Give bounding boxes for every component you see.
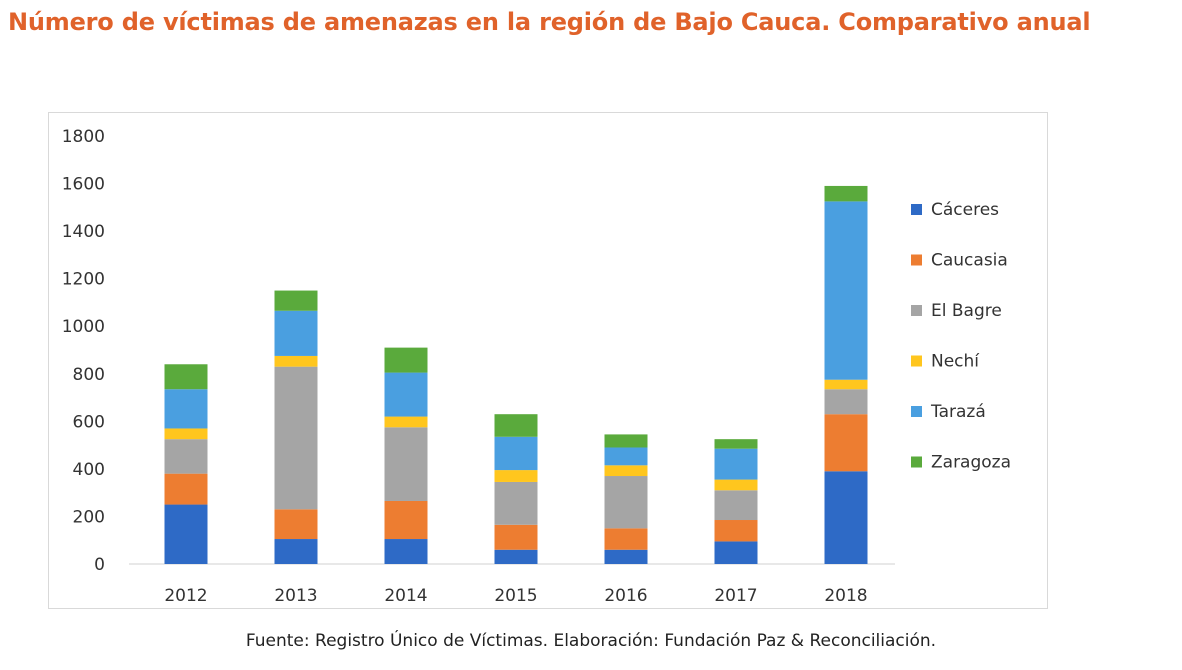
legend-label: Zaragoza xyxy=(931,453,1011,473)
chart-title: Número de víctimas de amenazas en la reg… xyxy=(8,8,1091,36)
bar-segment xyxy=(494,470,538,482)
bar-segment xyxy=(824,185,868,202)
legend-label: Nechí xyxy=(931,352,980,372)
bar-segment xyxy=(274,509,318,540)
bar-segment xyxy=(384,347,428,373)
bar-segment xyxy=(274,310,318,356)
x-tick-label: 2016 xyxy=(604,586,647,606)
bar-segment xyxy=(164,439,208,474)
bar-segment xyxy=(384,500,428,540)
bar-segment xyxy=(714,448,758,480)
y-tick-label: 400 xyxy=(73,460,105,480)
x-tick-label: 2012 xyxy=(164,586,207,606)
y-tick-label: 1800 xyxy=(62,127,105,147)
y-tick-label: 200 xyxy=(73,507,105,527)
x-tick-label: 2014 xyxy=(384,586,427,606)
bar-segment xyxy=(824,201,868,380)
bar-segment xyxy=(384,427,428,501)
bar-segment xyxy=(604,549,648,564)
y-tick-label: 1600 xyxy=(62,175,105,195)
bar-segment xyxy=(494,414,538,437)
legend-swatch xyxy=(911,305,922,316)
bar-segment xyxy=(164,389,208,429)
legend-swatch xyxy=(911,406,922,417)
bar-segment xyxy=(604,434,648,448)
y-tick-label: 1000 xyxy=(62,317,105,337)
x-tick-label: 2015 xyxy=(494,586,537,606)
legend-label: El Bagre xyxy=(931,301,1002,321)
bar-segment xyxy=(714,479,758,491)
bar-segment xyxy=(384,539,428,564)
bar-segment xyxy=(384,416,428,428)
y-axis-labels: 0 200 400 600 800 1000 1200 1400 1600 1800 xyxy=(62,127,105,575)
y-tick-label: 600 xyxy=(73,412,105,432)
y-tick-label: 1200 xyxy=(62,270,105,290)
source-note: Fuente: Registro Único de Víctimas. Elab… xyxy=(245,631,937,651)
bar-segment xyxy=(714,439,758,449)
bar-segment xyxy=(274,290,318,311)
bar-segment xyxy=(824,471,868,564)
legend-swatch xyxy=(911,204,922,215)
bar-segment xyxy=(824,389,868,415)
bar-segment xyxy=(164,364,208,390)
y-tick-label: 800 xyxy=(73,365,105,385)
x-tick-label: 2013 xyxy=(274,586,317,606)
bar-segment xyxy=(494,524,538,550)
legend-label: Caucasia xyxy=(931,251,1008,271)
bars xyxy=(164,185,868,564)
x-tick-label: 2017 xyxy=(714,586,757,606)
bar-segment xyxy=(274,539,318,564)
bar-segment xyxy=(494,436,538,471)
x-tick-label: 2018 xyxy=(824,586,867,606)
legend-swatch xyxy=(911,355,922,367)
legend: Cáceres Caucasia El Bagre Nechí Tarazá Zarago… xyxy=(911,200,1011,473)
bar-segment xyxy=(714,520,758,542)
legend-label: Tarazá xyxy=(930,402,986,422)
x-axis-labels: 2012 2013 2014 2015 2016 2017 2018 xyxy=(164,586,867,606)
bar-segment xyxy=(164,473,208,505)
bar-segment xyxy=(494,481,538,525)
bar-segment xyxy=(494,549,538,564)
chart-area: 0 200 400 600 800 1000 1200 1400 1600 1800 2012 20… xyxy=(48,112,1048,609)
legend-swatch xyxy=(911,254,922,266)
legend-swatch xyxy=(911,456,922,468)
bar-segment xyxy=(384,372,428,417)
bar-segment xyxy=(164,504,208,564)
y-tick-label: 0 xyxy=(94,555,105,575)
bar-segment xyxy=(604,476,648,529)
bar-segment xyxy=(714,541,758,564)
bar-segment xyxy=(824,414,868,472)
bar-segment xyxy=(604,465,648,477)
bar-segment xyxy=(274,355,318,367)
bar-segment xyxy=(824,379,868,390)
bar-segment xyxy=(604,447,648,466)
legend-label: Cáceres xyxy=(931,200,999,220)
bar-segment xyxy=(274,366,318,510)
bar-segment xyxy=(164,428,208,440)
bar-segment xyxy=(714,490,758,521)
bar-segment xyxy=(604,528,648,550)
y-tick-label: 1400 xyxy=(62,222,105,242)
